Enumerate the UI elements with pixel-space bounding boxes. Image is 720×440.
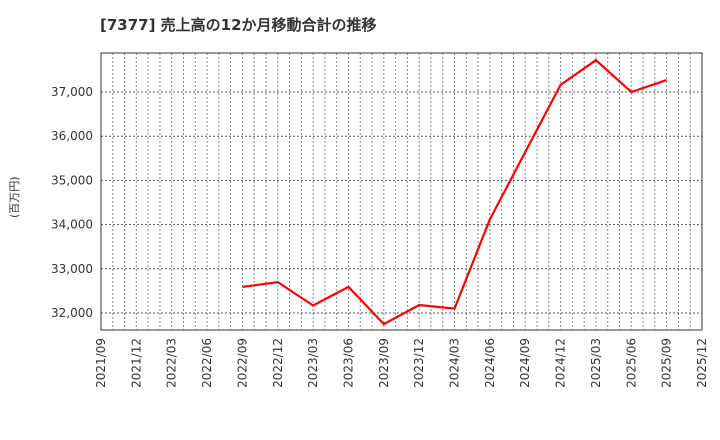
x-tick-label: 2021/09	[94, 338, 108, 388]
x-tick-label: 2022/06	[200, 338, 214, 388]
x-tick-label: 2025/09	[660, 338, 674, 388]
x-axis-ticks: 2021/09 2021/12 2022/03 2022/06 2022/09 2022/…	[94, 338, 709, 388]
x-tick-label: 2022/09	[235, 338, 249, 388]
x-tick-label: 2023/03	[306, 338, 320, 388]
x-tick-label: 2024/09	[518, 338, 532, 388]
y-tick-label: 37,000	[51, 85, 93, 99]
y-tick-label: 33,000	[51, 262, 93, 276]
x-tick-label: 2021/12	[129, 338, 143, 388]
y-axis-ticks: 32,000 33,000 34,000 35,000 36,000 37,000	[51, 85, 93, 320]
y-tick-label: 36,000	[51, 129, 93, 143]
y-tick-label: 35,000	[51, 173, 93, 187]
x-tick-label: 2022/12	[271, 338, 285, 388]
chart-title: [7377] 売上高の12か月移動合計の推移	[100, 16, 377, 34]
plot-area-frame	[100, 52, 703, 331]
x-tick-label: 2023/12	[412, 338, 426, 388]
x-tick-label: 2022/03	[165, 338, 179, 388]
x-tick-label: 2023/06	[341, 338, 355, 388]
x-tick-label: 2024/03	[448, 338, 462, 388]
x-tick-label: 2024/12	[554, 338, 568, 388]
y-tick-label: 34,000	[51, 218, 93, 232]
x-tick-label: 2024/06	[483, 338, 497, 388]
sales-line-series	[242, 58, 667, 326]
x-tick-label: 2025/03	[589, 338, 603, 388]
x-tick-label: 2025/06	[624, 338, 638, 388]
x-tick-label: 2025/12	[695, 338, 709, 388]
grid-lines	[100, 53, 703, 330]
x-tick-label: 2023/09	[377, 338, 391, 388]
y-tick-label: 32,000	[51, 306, 93, 320]
